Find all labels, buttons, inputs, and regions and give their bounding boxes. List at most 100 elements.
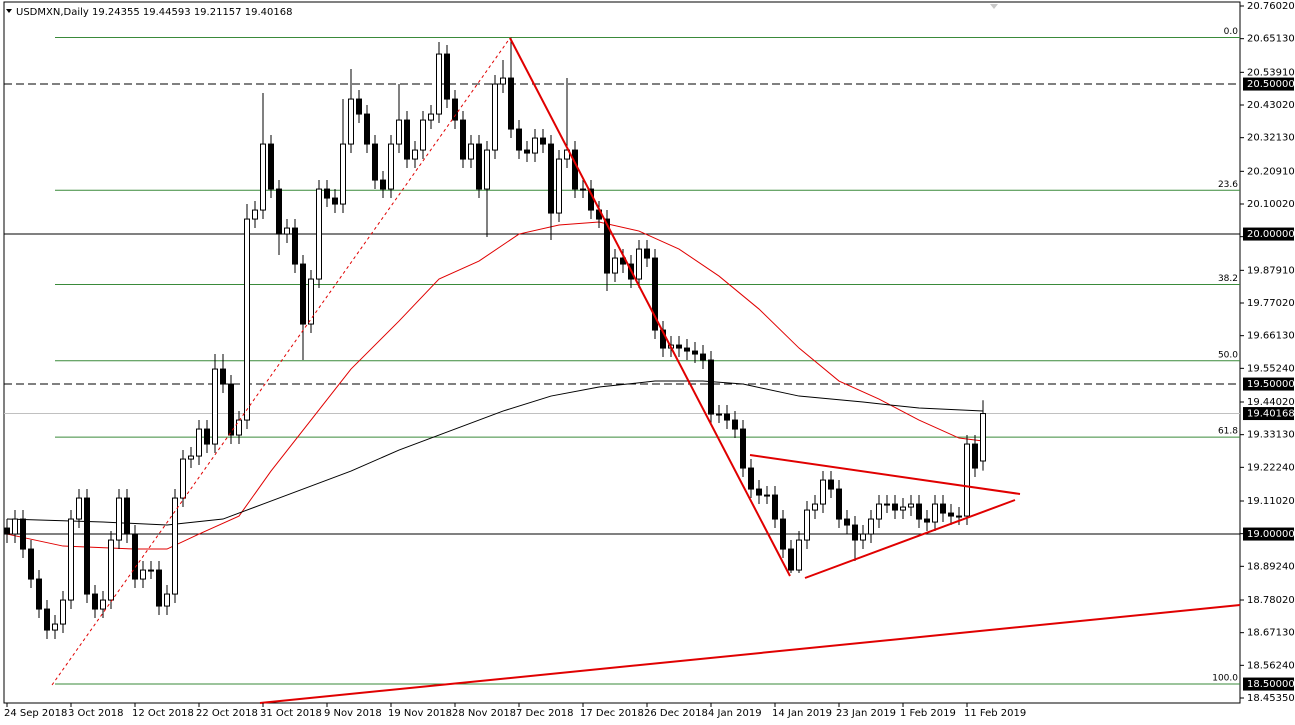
candle-body xyxy=(692,350,698,355)
candle-body xyxy=(924,518,930,523)
high-value: 19.44593 xyxy=(143,7,191,18)
x-tick-label: 7 Dec 2018 xyxy=(516,708,574,719)
candle-body xyxy=(940,503,946,514)
candle-body xyxy=(636,248,642,280)
candle-body xyxy=(420,119,426,151)
candle-body xyxy=(980,413,986,462)
candle-body xyxy=(356,98,362,115)
candle-body xyxy=(396,119,402,145)
candle-body xyxy=(796,539,802,571)
candle-body xyxy=(444,53,450,100)
y-tick-label: 18.78020 xyxy=(1247,595,1295,606)
candle-body xyxy=(684,347,690,352)
candle-body xyxy=(820,479,826,505)
trendline xyxy=(259,604,1241,704)
candle-body xyxy=(492,83,498,151)
candle-body xyxy=(236,419,242,436)
y-tick-label: 18.89240 xyxy=(1247,561,1295,572)
level-label: 20.00000 xyxy=(1247,229,1295,240)
candle-body xyxy=(316,188,322,280)
candle-body xyxy=(84,497,90,595)
level-box xyxy=(1243,77,1294,91)
x-tick-label: 26 Dec 2018 xyxy=(644,708,708,719)
candle-body xyxy=(12,518,18,535)
candle-body xyxy=(212,368,218,445)
candle-body xyxy=(44,608,50,631)
candle-body xyxy=(68,518,74,601)
x-tick-label: 19 Nov 2018 xyxy=(388,708,452,719)
scroll-marker xyxy=(990,4,998,9)
level-box xyxy=(1243,677,1294,691)
candle-body xyxy=(964,443,970,517)
y-tick-label: 19.11020 xyxy=(1247,496,1295,507)
close-value: 19.40168 xyxy=(245,7,293,18)
candle-body xyxy=(556,158,562,214)
y-tick-label: 20.32130 xyxy=(1247,133,1295,144)
level-box xyxy=(1243,227,1294,241)
candle-body xyxy=(852,524,858,541)
candle-body xyxy=(332,197,338,205)
y-tick-label: 19.77020 xyxy=(1247,298,1295,309)
fib-trendline xyxy=(51,37,511,686)
candle-body xyxy=(524,149,530,154)
candle-body xyxy=(452,98,458,121)
level-label: 18.50000 xyxy=(1247,679,1295,690)
y-tick-label: 20.43020 xyxy=(1247,100,1295,111)
header: USDMXN,Daily 19.24355 19.44593 19.21157 … xyxy=(16,7,292,18)
candle-body xyxy=(124,497,130,535)
candle-body xyxy=(508,77,514,130)
candle-body xyxy=(572,149,578,190)
candle-body xyxy=(700,353,706,361)
level-label: 19.50000 xyxy=(1247,379,1295,390)
x-tick-label: 17 Dec 2018 xyxy=(580,708,644,719)
candle-body xyxy=(532,137,538,154)
candle-body xyxy=(460,119,466,160)
candle-body xyxy=(948,512,954,517)
candle-body xyxy=(324,188,330,199)
y-tick-label: 18.67130 xyxy=(1247,628,1295,639)
x-tick-label: 22 Oct 2018 xyxy=(196,708,258,719)
candle-body xyxy=(36,578,42,610)
candle-body xyxy=(20,518,26,550)
y-tick-label: 20.10020 xyxy=(1247,199,1295,210)
candle-body xyxy=(436,53,442,115)
trendlines xyxy=(51,37,1241,704)
candle-body xyxy=(372,143,378,181)
y-tick-label: 19.33130 xyxy=(1247,430,1295,441)
trendline xyxy=(749,454,1021,495)
candle-body xyxy=(764,494,770,497)
candle-body xyxy=(908,503,914,508)
x-tick-label: 12 Oct 2018 xyxy=(132,708,194,719)
x-tick-label: 9 Nov 2018 xyxy=(324,708,382,719)
current-price-box xyxy=(1243,407,1294,421)
candle-body xyxy=(60,599,66,625)
fib-label: 23.6 xyxy=(1218,180,1238,190)
x-tick-label: 3 Oct 2018 xyxy=(68,708,123,719)
candle-body xyxy=(604,218,610,274)
candle-body xyxy=(548,143,554,214)
x-tick-label: 31 Oct 2018 xyxy=(260,708,322,719)
y-tick-label: 20.76020 xyxy=(1247,1,1295,12)
candle-body xyxy=(756,488,762,496)
candle-body xyxy=(292,227,298,265)
candle-body xyxy=(404,119,410,160)
candle-body xyxy=(100,599,106,610)
x-tick-label: 14 Jan 2019 xyxy=(772,708,832,719)
candle-body xyxy=(724,413,730,421)
candle-body xyxy=(268,143,274,190)
candle-body xyxy=(348,98,354,145)
candle-body xyxy=(708,359,714,415)
candle-body xyxy=(220,368,226,385)
candle-body xyxy=(300,263,306,325)
candle-body xyxy=(476,143,482,190)
candle-body xyxy=(308,278,314,325)
candle-body xyxy=(380,179,386,190)
candle-body xyxy=(284,227,290,235)
candle-body xyxy=(916,503,922,520)
candle-body xyxy=(252,209,258,220)
candle-body xyxy=(748,467,754,490)
candle-body xyxy=(732,419,738,430)
candle-body xyxy=(540,137,546,145)
y-tick-label: 19.87910 xyxy=(1247,265,1295,276)
candle-body xyxy=(780,518,786,550)
